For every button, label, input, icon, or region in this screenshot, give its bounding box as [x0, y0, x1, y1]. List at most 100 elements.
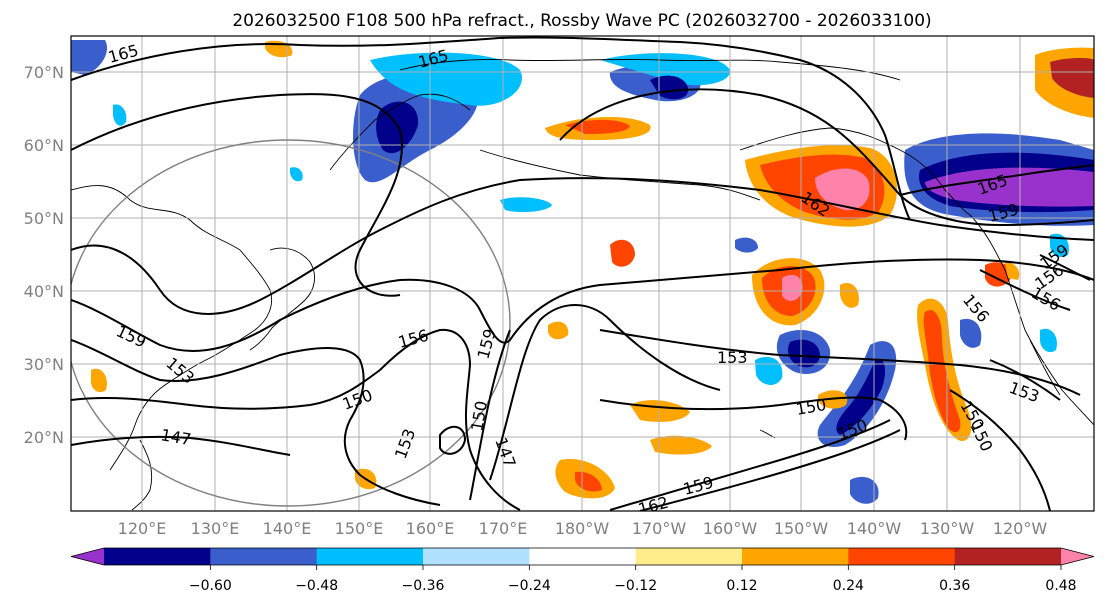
lon-label-160w: 160°W	[703, 519, 758, 538]
shade-patch-12	[1050, 233, 1069, 257]
contour-lines	[71, 36, 1094, 511]
lat-label-20n: 20°N	[24, 428, 64, 447]
shade-patch-11	[960, 318, 982, 348]
colorbar-extend-high	[1061, 548, 1094, 565]
shade-patch-13	[1040, 328, 1057, 353]
lat-label-30n: 30°N	[24, 355, 64, 374]
lon-label-150w: 150°W	[774, 519, 829, 538]
colorbar-tick-label: −0.24	[508, 578, 551, 594]
colorbar-tick-label: −0.12	[614, 578, 657, 594]
shade-streak-positive-core	[923, 310, 961, 433]
colorbar-tick-label: 0.12	[726, 578, 757, 594]
contour-153	[71, 339, 441, 506]
contour-150	[71, 328, 521, 511]
contour-165-north	[71, 36, 911, 221]
colorbar-segment	[210, 548, 318, 565]
shade-patch-16	[113, 104, 127, 126]
coastline-asia	[71, 185, 273, 471]
shade-patch-4	[840, 282, 859, 308]
colorbar-segment	[848, 548, 956, 565]
shade-patch-17	[290, 167, 303, 182]
shade-blob-ne-corner-core	[1050, 58, 1094, 98]
contour-162	[71, 93, 403, 297]
colorbar-segment	[635, 548, 743, 565]
shade-blob-bering-positive-core	[815, 168, 870, 211]
contour-156-ne	[979, 269, 1071, 311]
contour-162-east	[559, 88, 1094, 227]
colorbar-segment	[529, 548, 637, 565]
contour-subtropical-jet-3	[609, 419, 891, 511]
coastline-siberia	[399, 58, 901, 81]
shade-patch-10	[850, 476, 879, 504]
shade-patch-3	[735, 237, 758, 253]
lon-label-170w: 170°W	[632, 519, 687, 538]
shading-layer	[71, 40, 1094, 504]
shade-blob-central-pacific-positive-core	[782, 274, 803, 301]
longitude-labels: 120°E 130°E 140°E 150°E 160°E 170°E 180°…	[118, 519, 1048, 538]
shade-blob-nw-corner	[71, 40, 108, 75]
lon-label-120e: 120°E	[118, 519, 167, 538]
colorbar-tick-label: 0.36	[939, 578, 970, 594]
colorbar-segment	[316, 548, 424, 565]
lon-label-150e: 150°E	[335, 519, 384, 538]
coastline-philippines	[131, 439, 153, 511]
contour-label-24: 162	[636, 493, 670, 519]
shade-patch-1	[500, 197, 552, 213]
contour-153-se	[989, 359, 1061, 401]
contour-subtropical-jet-2	[469, 329, 511, 501]
contour-159	[71, 177, 1094, 315]
lon-label-160e: 160°E	[406, 519, 455, 538]
lat-label-60n: 60°N	[24, 136, 64, 155]
shade-patch-8	[650, 435, 712, 455]
contour-150-east	[599, 396, 908, 441]
coastline-alaska	[739, 127, 971, 216]
contour-subtropical-jet-4	[639, 429, 901, 511]
colorbar-tick-label: −0.60	[189, 578, 232, 594]
contour-label-17: 153	[717, 348, 748, 367]
colorbar-outline	[70, 547, 1095, 566]
lat-label-50n: 50°N	[24, 209, 64, 228]
shade-patch-2	[610, 239, 635, 267]
shade-blob-subtropical-negative-core	[787, 339, 820, 368]
coastline-baja	[1029, 339, 1061, 396]
contour-159-ne	[1039, 254, 1091, 281]
reference-circle	[71, 139, 511, 507]
lon-label-140e: 140°E	[263, 519, 312, 538]
contour-147	[71, 435, 291, 456]
shade-blob-siberia-negative-light	[600, 53, 731, 86]
shade-blob-coast-positive-outer	[1005, 262, 1020, 280]
lon-label-120w: 120°W	[993, 519, 1048, 538]
lon-label-130e: 130°E	[191, 519, 240, 538]
latitude-labels: 70°N 60°N 50°N 40°N 30°N 20°N	[24, 63, 64, 447]
colorbar-segment	[954, 548, 1062, 565]
colorbar-extend-low	[71, 548, 104, 565]
shade-blob-gulf-alaska-inner	[925, 167, 1094, 207]
contour-subtropical-jet-1	[489, 304, 721, 481]
lon-label-180w: 180°W	[555, 519, 610, 538]
colorbar: −0.60 −0.48 −0.36 −0.24 −0.12 0.12 0.24 0.36 0.4…	[70, 547, 1095, 594]
colorbar-tick-label: −0.36	[402, 578, 445, 594]
contour-closed-small	[439, 425, 467, 455]
colorbar-tick-label: 0.48	[1045, 578, 1076, 594]
colorbar-segment	[104, 548, 211, 565]
coastline-japan	[249, 247, 316, 351]
shade-patch-14	[90, 368, 107, 393]
lat-label-40n: 40°N	[24, 282, 64, 301]
lat-label-70n: 70°N	[24, 63, 64, 82]
lon-label-140w: 140°W	[847, 519, 902, 538]
lon-label-130w: 130°W	[920, 519, 975, 538]
shade-stripe-aleutian-positive-core	[565, 119, 630, 134]
map-frame	[70, 35, 1095, 512]
colorbar-segment	[423, 548, 530, 565]
contour-165-northeast	[899, 164, 1094, 196]
coastline-na-west	[969, 214, 1094, 426]
map-content: 165 165 162 165 159 159 156 156 153 150 …	[71, 36, 1094, 519]
colorbar-tick-label: 0.24	[833, 578, 864, 594]
shade-patch-5	[548, 321, 569, 340]
shade-blob-kamchatka-negative-light	[370, 52, 522, 106]
lon-label-170e: 170°E	[479, 519, 528, 538]
map-title: 2026032500 F108 500 hPa refract., Rossby…	[232, 11, 931, 31]
contour-150-se	[949, 389, 1051, 511]
colorbar-segment	[742, 548, 849, 565]
